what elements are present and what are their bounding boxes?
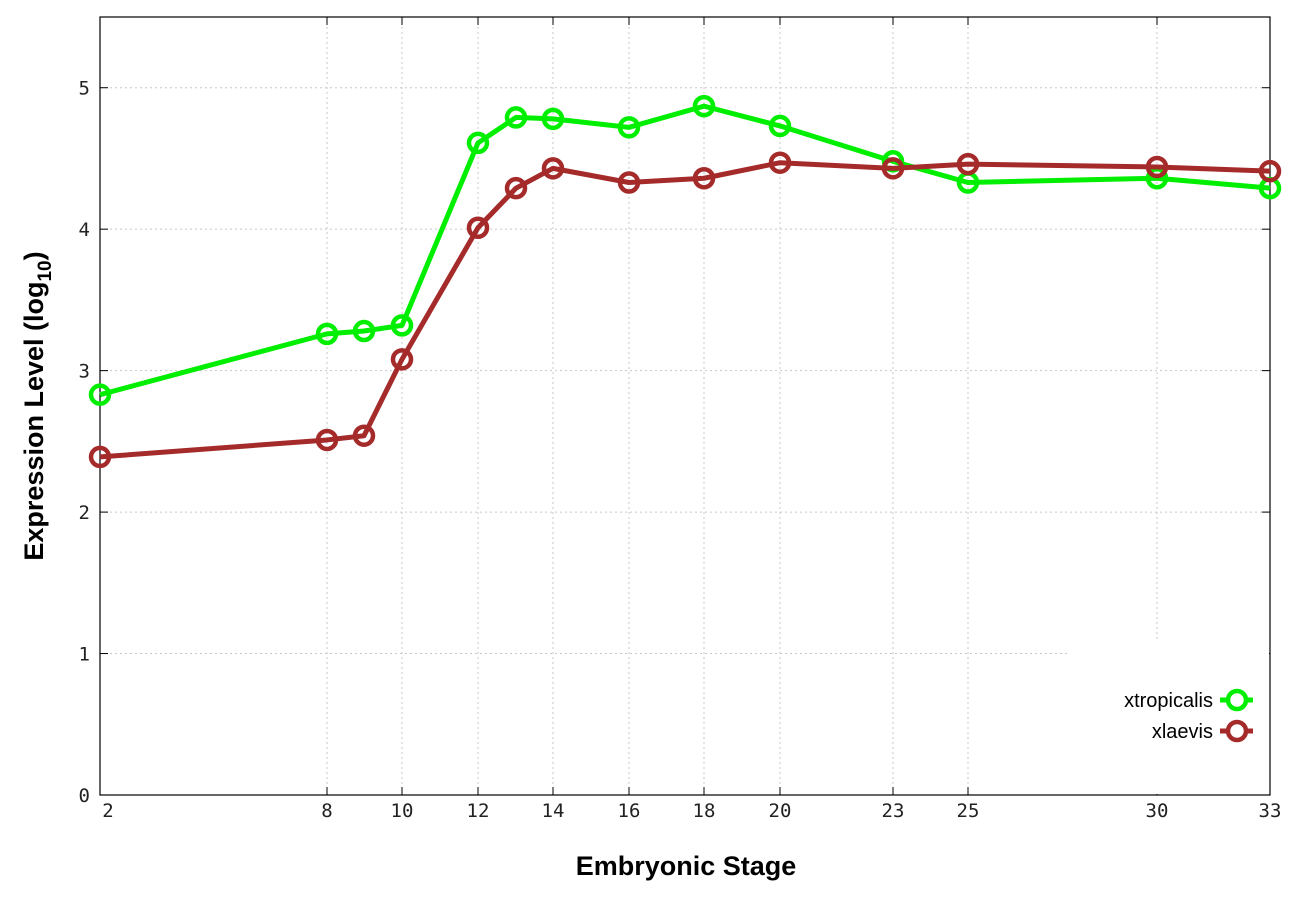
data-point-xlaevis <box>541 157 565 180</box>
data-point-xlaevis <box>352 424 376 447</box>
data-point-xtropicalis <box>504 106 528 129</box>
data-point-xtropicalis <box>466 131 490 155</box>
x-tick-label: 30 <box>1146 800 1169 822</box>
x-axis-title: Embryonic Stage <box>576 851 797 881</box>
legend-label-xlaevis: xlaevis <box>1152 721 1213 743</box>
data-point-xlaevis <box>1145 155 1169 179</box>
data-point-xtropicalis <box>315 322 339 346</box>
x-tick-label: 23 <box>882 800 905 822</box>
data-point-xlaevis <box>881 157 905 180</box>
x-tick-label: 16 <box>618 800 641 822</box>
y-tick-label: 2 <box>79 502 90 524</box>
data-point-xlaevis <box>390 348 414 371</box>
x-tick-label: 25 <box>957 800 980 822</box>
data-point-xlaevis <box>692 167 716 190</box>
plot-frame <box>99 16 1271 796</box>
series-layer <box>88 94 1282 469</box>
legend: xtropicalis xlaevis <box>1124 688 1253 743</box>
y-axis-title: Expression Level (log10) <box>19 251 56 560</box>
data-point-xlaevis <box>466 216 490 240</box>
x-tick-label: 8 <box>321 800 332 822</box>
series-line-xtropicalis <box>99 103 1271 398</box>
data-point-xtropicalis <box>692 94 716 118</box>
data-point-xtropicalis <box>88 383 112 406</box>
x-tick-label: 12 <box>467 800 490 822</box>
y-tick-label: 1 <box>79 644 90 666</box>
x-tick-label: 14 <box>542 800 565 822</box>
data-point-xlaevis <box>768 151 792 174</box>
legend-box <box>1070 640 1269 794</box>
data-point-xtropicalis <box>617 116 641 139</box>
data-point-xlaevis <box>1258 159 1282 183</box>
data-point-xlaevis <box>88 445 112 469</box>
data-point-xtropicalis <box>768 114 792 138</box>
series-xtropicalis <box>88 94 1282 406</box>
data-point-xlaevis <box>315 428 339 452</box>
y-axis-title-main: Expression Level (log <box>19 282 49 561</box>
y-axis-title-subscript: 10 <box>35 260 56 281</box>
y-tick-label: 5 <box>79 78 90 100</box>
series-line-xlaevis <box>99 160 1271 460</box>
data-point-xtropicalis <box>541 107 565 131</box>
x-tick-label: 10 <box>391 800 414 822</box>
data-point-xlaevis <box>617 171 641 194</box>
legend-marker-xtropicalis <box>1225 688 1249 712</box>
y-axis-title-close: ) <box>19 251 49 260</box>
x-tick-label: 33 <box>1259 800 1282 822</box>
data-point-xtropicalis <box>390 314 414 337</box>
data-point-xlaevis <box>504 176 528 200</box>
y-tick-label: 0 <box>79 785 90 807</box>
y-tick-label: 4 <box>79 219 90 241</box>
legend-marker-xlaevis <box>1225 719 1249 743</box>
legend-label-xtropicalis: xtropicalis <box>1124 690 1213 712</box>
x-tick-label: 20 <box>769 800 792 822</box>
data-point-xtropicalis <box>352 319 376 343</box>
data-point-xlaevis <box>956 152 980 176</box>
y-tick-label: 3 <box>79 361 90 383</box>
series-xlaevis <box>88 151 1282 469</box>
x-tick-label: 2 <box>102 800 113 822</box>
x-tick-label: 18 <box>693 800 716 822</box>
